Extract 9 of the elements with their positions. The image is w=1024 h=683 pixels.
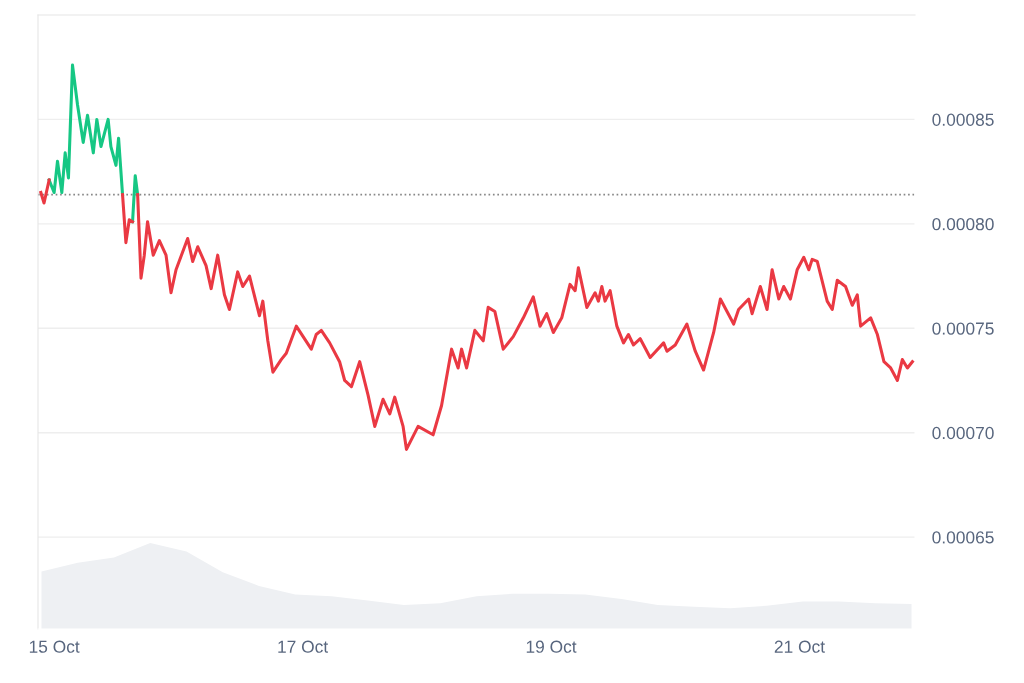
- x-tick-label: 21 Oct: [774, 640, 825, 653]
- x-tick-label: 15 Oct: [29, 640, 80, 653]
- x-tick-label: 17 Oct: [278, 640, 329, 653]
- y-tick-label: 0.00080: [932, 218, 994, 231]
- y-tick-label: 0.00075: [932, 322, 994, 335]
- y-tick-label: 0.00085: [932, 113, 994, 126]
- y-tick-label: 0.00070: [932, 426, 994, 440]
- y-tick-label: 0.00065: [932, 531, 994, 544]
- x-tick-label: 19 Oct: [526, 640, 577, 653]
